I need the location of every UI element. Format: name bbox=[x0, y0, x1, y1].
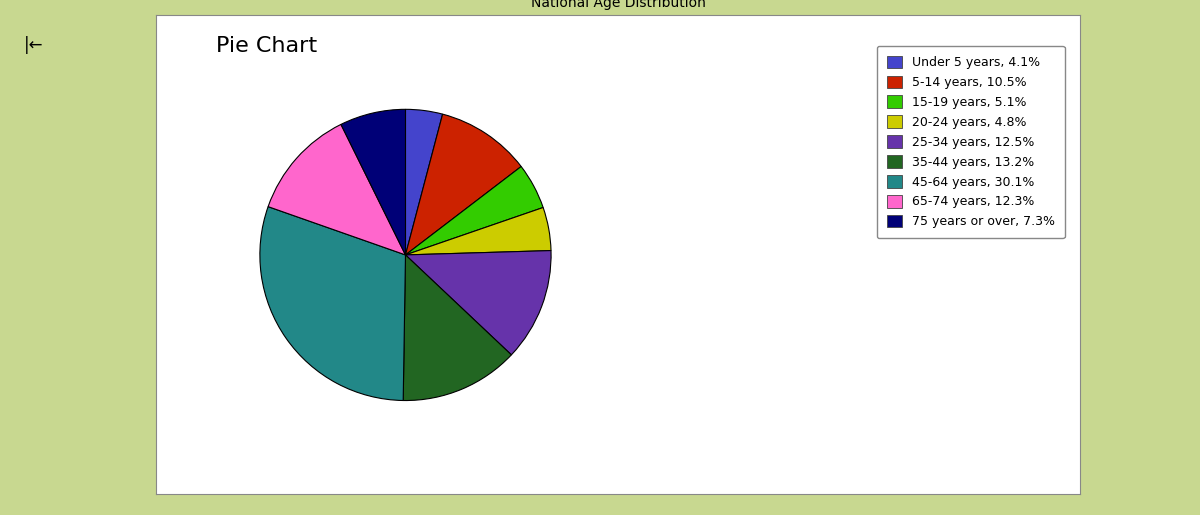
Wedge shape bbox=[268, 125, 406, 255]
Wedge shape bbox=[403, 255, 511, 401]
Wedge shape bbox=[406, 109, 443, 255]
Wedge shape bbox=[406, 166, 544, 255]
Wedge shape bbox=[406, 208, 551, 255]
Wedge shape bbox=[406, 251, 551, 355]
Title: National Age Distribution: National Age Distribution bbox=[530, 0, 706, 10]
Wedge shape bbox=[341, 109, 406, 255]
Text: Pie Chart: Pie Chart bbox=[216, 36, 317, 56]
Wedge shape bbox=[260, 207, 406, 401]
Wedge shape bbox=[406, 114, 521, 255]
Legend: Under 5 years, 4.1%, 5-14 years, 10.5%, 15-19 years, 5.1%, 20-24 years, 4.8%, 25: Under 5 years, 4.1%, 5-14 years, 10.5%, … bbox=[876, 46, 1064, 238]
Text: |←: |← bbox=[24, 36, 43, 54]
